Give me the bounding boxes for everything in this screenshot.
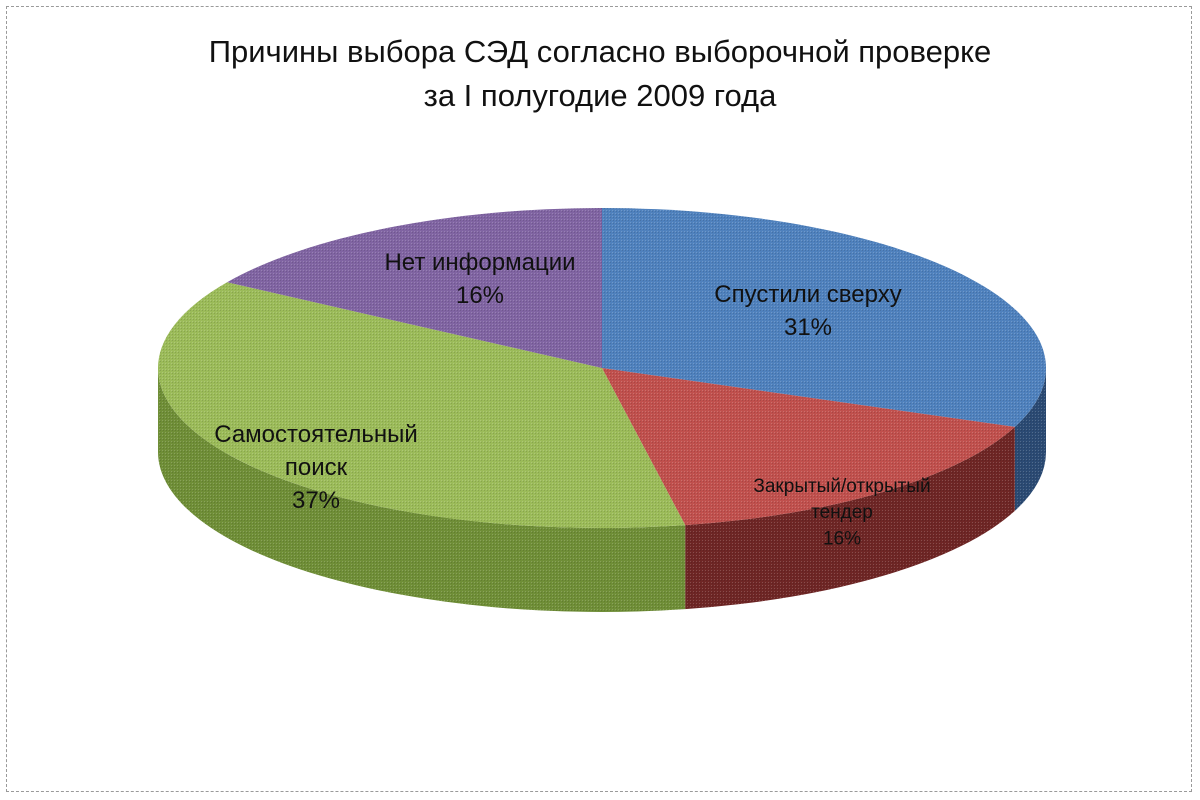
pie-side-texture-0	[1014, 368, 1046, 511]
pie-label-1-line-0: Закрытый/открытый	[753, 476, 930, 497]
chart-frame	[6, 6, 1192, 792]
pie-label-2: Самостоятельный поиск 37%	[214, 421, 418, 514]
pie-slice-texture-2	[157, 282, 686, 528]
pie-label-1-percent: 16%	[823, 528, 861, 549]
pie-slice-texture-1	[602, 368, 1015, 526]
pie-sides	[158, 368, 1046, 612]
pie-label-1-line-1: тендер	[811, 502, 873, 523]
pie-label-0-percent: 31%	[784, 314, 832, 341]
pie-label-2-line-0: Самостоятельный	[214, 421, 418, 448]
chart-title: Причины выбора СЭД согласно выборочной п…	[0, 30, 1200, 118]
chart-title-line-2: за I полугодие 2009 года	[423, 78, 777, 113]
pie-slice-texture-0	[602, 208, 1046, 427]
pie-label-2-percent: 37%	[292, 487, 340, 514]
pie-label-1: Закрытый/открытый тендер 16%	[753, 476, 930, 549]
pie-label-3-percent: 16%	[456, 282, 504, 309]
pie-label-0-line-0: Спустили сверху	[714, 281, 901, 308]
pie-side-texture-1	[685, 426, 1015, 610]
pie-label-2-line-1: поиск	[285, 454, 348, 481]
pie-label-3-line-0: Нет информации	[384, 249, 575, 276]
pie-tops	[157, 208, 1046, 528]
chart-title-line-1: Причины выбора СЭД согласно выборочной п…	[208, 34, 992, 69]
pie-slice-texture-3	[227, 208, 602, 368]
pie-labels: Спустили сверху 31% Закрытый/открытый тенде…	[214, 249, 930, 549]
pie-side-texture-2	[158, 368, 686, 612]
pie-label-3: Нет информации 16%	[384, 249, 575, 309]
pie-label-0: Спустили сверху 31%	[714, 281, 901, 341]
